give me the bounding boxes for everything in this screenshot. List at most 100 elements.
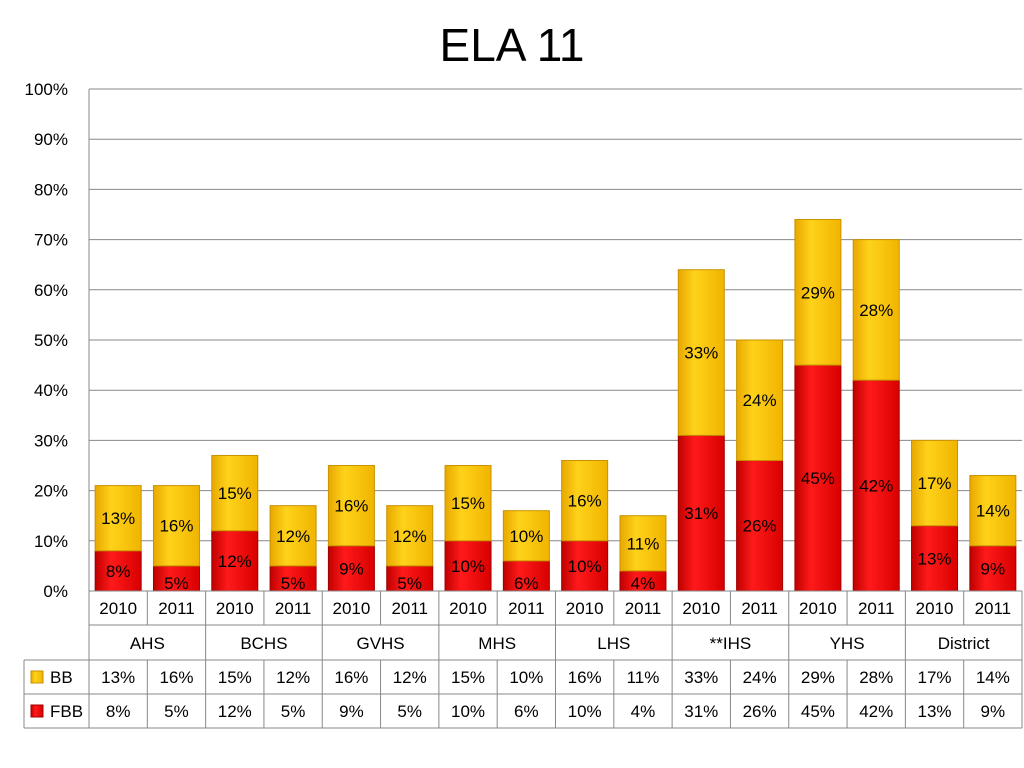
data-label-fbb: 26% (743, 517, 777, 536)
table-value-fbb: 9% (981, 702, 1006, 721)
table-value-bb: 16% (568, 668, 602, 687)
data-label-fbb: 4% (631, 574, 656, 593)
bar-bb (152, 485, 200, 567)
year-label: 2011 (158, 599, 195, 618)
data-label-fbb: 10% (568, 557, 602, 576)
data-label-fbb: 8% (106, 562, 131, 581)
bar-fbb (444, 540, 492, 592)
table-value-bb: 17% (918, 668, 952, 687)
bar-bb (677, 269, 725, 436)
legend-swatch-bb (30, 670, 44, 684)
table-value-fbb: 9% (339, 702, 364, 721)
y-tick-label: 50% (34, 331, 68, 350)
year-label: 2010 (799, 599, 837, 618)
legend-label-bb: BB (50, 668, 73, 687)
data-label-fbb: 5% (281, 574, 306, 593)
data-label-fbb: 6% (514, 574, 539, 593)
data-label-fbb: 42% (859, 477, 893, 496)
year-label: 2011 (741, 599, 778, 618)
data-label-fbb: 5% (397, 574, 422, 593)
table-value-bb: 12% (393, 668, 427, 687)
year-label: 2011 (275, 599, 312, 618)
group-label: District (938, 634, 990, 653)
bar-bb (619, 515, 667, 572)
bar-bb (736, 339, 784, 461)
table-value-fbb: 6% (514, 702, 539, 721)
year-label: 2010 (99, 599, 137, 618)
table-value-fbb: 10% (451, 702, 485, 721)
table-value-fbb: 5% (397, 702, 422, 721)
bar-fbb (911, 525, 959, 592)
data-label-bb: 13% (101, 509, 135, 528)
data-label-fbb: 9% (981, 559, 1006, 578)
data-label-bb: 24% (743, 391, 777, 410)
bars: 8% 13% 5% 16% 12% 15% 5% 12% 9% 16% 5% 12% 10% 15% 6% 1… (94, 219, 1017, 593)
year-label: 2011 (975, 599, 1012, 618)
bar-bb (94, 485, 142, 552)
table-value-fbb: 4% (631, 702, 656, 721)
table-value-fbb: 12% (218, 702, 252, 721)
bar-fbb (736, 459, 784, 592)
y-tick-label: 30% (34, 431, 68, 450)
data-label-fbb: 5% (164, 574, 189, 593)
data-label-bb: 16% (568, 492, 602, 511)
year-label: 2010 (566, 599, 604, 618)
group-label: MHS (478, 634, 516, 653)
bar-fbb (386, 565, 434, 592)
bar-fbb (327, 545, 375, 592)
data-label-bb: 29% (801, 283, 835, 302)
data-label-bb: 12% (276, 527, 310, 546)
bar-bb (911, 439, 959, 527)
y-tick-label: 40% (34, 381, 68, 400)
table-value-fbb: 8% (106, 702, 131, 721)
table-value-bb: 10% (509, 668, 543, 687)
bar-bb (211, 454, 259, 532)
y-tick-label: 60% (34, 281, 68, 300)
data-label-bb: 11% (627, 534, 660, 553)
data-label-bb: 12% (393, 527, 427, 546)
group-label: AHS (130, 634, 165, 653)
year-label: 2011 (508, 599, 545, 618)
table-value-bb: 28% (859, 668, 893, 687)
bar-bb (561, 459, 609, 542)
year-label: 2010 (216, 599, 254, 618)
data-label-bb: 16% (334, 497, 368, 516)
y-tick-label: 90% (34, 130, 68, 149)
data-label-fbb: 13% (918, 549, 952, 568)
data-label-bb: 33% (684, 344, 718, 363)
table-value-bb: 13% (101, 668, 135, 687)
bar-fbb (852, 379, 900, 592)
group-label: **IHS (710, 634, 752, 653)
table-value-bb: 16% (334, 668, 368, 687)
table-value-bb: 14% (976, 668, 1010, 687)
bar-bb (386, 505, 434, 567)
data-label-bb: 10% (509, 527, 543, 546)
table-value-bb: 11% (627, 668, 660, 687)
bar-bb (852, 239, 900, 381)
table-value-bb: 16% (159, 668, 193, 687)
table-value-bb: 29% (801, 668, 835, 687)
year-label: 2010 (332, 599, 370, 618)
year-label: 2011 (625, 599, 662, 618)
table-value-fbb: 5% (164, 702, 189, 721)
year-label: 2010 (449, 599, 487, 618)
bar-bb (327, 465, 375, 547)
bar-fbb (502, 560, 550, 592)
data-label-fbb: 12% (218, 552, 252, 571)
table-value-bb: 15% (451, 668, 485, 687)
bar-bb (502, 510, 550, 562)
data-label-bb: 16% (159, 517, 193, 536)
legend-swatch-fbb (30, 704, 44, 718)
table-value-fbb: 5% (281, 702, 306, 721)
table-value-bb: 12% (276, 668, 310, 687)
y-tick-label: 70% (34, 231, 68, 250)
data-table: 2010 2011 2010 2011 2010 2011 2010 2011 2010 2011… (23, 590, 1023, 729)
group-label: GVHS (356, 634, 404, 653)
data-label-fbb: 10% (451, 557, 485, 576)
year-label: 2010 (682, 599, 720, 618)
data-label-bb: 15% (451, 494, 485, 513)
table-value-bb: 24% (743, 668, 777, 687)
data-label-fbb: 31% (684, 504, 718, 523)
data-label-fbb: 9% (339, 559, 364, 578)
